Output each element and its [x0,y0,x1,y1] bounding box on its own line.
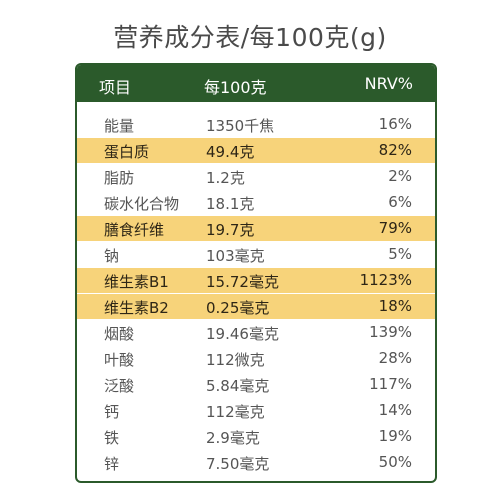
row-amount: 2.9毫克 [206,429,260,447]
header-item: 项目 [99,78,132,97]
table-row: 脂肪 1.2克 2% [77,164,435,189]
table-row: 蛋白质 49.4克 82% [77,138,435,163]
nutrition-table: 项目 每100克 NRV% 能量 1350千焦 16% 蛋白质 49.4克 82% 脂肪… [75,63,437,483]
table-header: 项目 每100克 NRV% [77,65,435,102]
row-nrv: 18% [378,297,412,315]
header-nrv: NRV% [364,74,413,93]
row-nrv: 19% [378,427,412,445]
table-row: 维生素B1 15.72毫克 1123% [77,268,435,293]
row-amount: 49.4克 [206,143,255,161]
header-amount: 每100克 [204,78,267,97]
page-title: 营养成分表/每100克(g) [113,23,387,52]
row-nrv: 14% [378,401,412,419]
table-row: 能量 1350千焦 16% [77,112,435,137]
row-nrv: 28% [378,349,412,367]
row-name: 脂肪 [104,169,135,187]
row-nrv: 6% [388,193,412,211]
row-nrv: 82% [378,141,412,159]
table-row: 钙 112毫克 14% [77,398,435,423]
row-nrv: 117% [369,375,412,393]
row-amount: 5.84毫克 [206,377,270,395]
row-nrv: 1123% [359,271,412,289]
row-nrv: 5% [388,245,412,263]
row-name: 能量 [104,117,135,135]
row-amount: 7.50毫克 [206,455,270,473]
row-name: 维生素B2 [104,299,169,317]
row-nrv: 16% [378,115,412,133]
table-row: 维生素B2 0.25毫克 18% [77,294,435,319]
row-amount: 1350千焦 [206,117,275,135]
row-name: 锌 [104,455,120,473]
table-row: 叶酸 112微克 28% [77,346,435,371]
row-amount: 18.1克 [206,195,255,213]
table-row: 铁 2.9毫克 19% [77,424,435,449]
row-nrv: 139% [369,323,412,341]
row-name: 泛酸 [104,377,135,395]
row-amount: 103毫克 [206,247,265,265]
row-amount: 112微克 [206,351,265,369]
row-nrv: 50% [378,453,412,471]
row-amount: 1.2克 [206,169,245,187]
row-nrv: 2% [388,167,412,185]
row-name: 维生素B1 [104,273,169,291]
table-row: 钠 103毫克 5% [77,242,435,267]
row-name: 钠 [104,247,120,265]
row-name: 碳水化合物 [104,195,180,213]
row-amount: 19.46毫克 [206,325,279,343]
row-amount: 15.72毫克 [206,273,279,291]
table-row: 膳食纤维 19.7克 79% [77,216,435,241]
row-name: 烟酸 [104,325,135,343]
row-name: 叶酸 [104,351,135,369]
row-name: 蛋白质 [104,143,150,161]
row-amount: 112毫克 [206,403,265,421]
row-nrv: 79% [378,219,412,237]
row-name: 膳食纤维 [104,221,165,239]
table-row: 碳水化合物 18.1克 6% [77,190,435,215]
table-row: 烟酸 19.46毫克 139% [77,320,435,345]
table-row: 泛酸 5.84毫克 117% [77,372,435,397]
row-amount: 0.25毫克 [206,299,270,317]
row-amount: 19.7克 [206,221,255,239]
row-name: 钙 [104,403,120,421]
table-row: 锌 7.50毫克 50% [77,450,435,475]
row-name: 铁 [104,429,120,447]
